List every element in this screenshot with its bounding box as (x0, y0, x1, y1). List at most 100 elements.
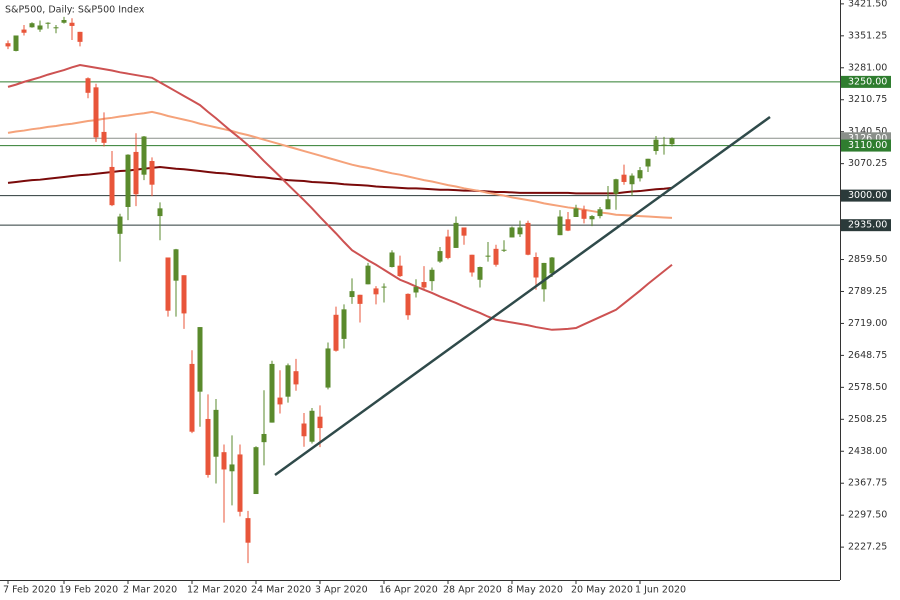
candle-body (261, 433, 267, 443)
y-tick-label: 2297.50 (848, 510, 887, 521)
x-tick-label: 20 May 2020 (571, 585, 633, 596)
candle-body (229, 464, 235, 472)
candle-body (517, 227, 523, 235)
level-label-bg (841, 139, 891, 152)
level-label: 3250.00 (848, 76, 887, 87)
candle-body (413, 287, 419, 293)
candle-body (61, 20, 67, 23)
candle-body (53, 27, 59, 29)
candle-body (101, 131, 107, 143)
candle-body (573, 208, 579, 217)
candle-body (37, 25, 43, 30)
x-tick-label: 7 Feb 2020 (3, 585, 56, 596)
y-tick-label: 2438.00 (848, 446, 887, 457)
candle-body (549, 257, 555, 274)
candle-body (237, 454, 243, 512)
x-tick-label: 12 Mar 2020 (187, 585, 247, 596)
y-tick-label: 2859.50 (848, 254, 887, 265)
y-tick-label: 2578.50 (848, 382, 887, 393)
candle-body (333, 314, 339, 351)
candle-body (181, 275, 187, 314)
candle-body (317, 416, 323, 429)
candle-body (13, 35, 19, 51)
x-tick-label: 28 Apr 2020 (443, 585, 502, 596)
candle-body (533, 257, 539, 278)
x-tick-label: 1 Jun 2020 (635, 585, 686, 596)
candle-body (189, 363, 195, 432)
y-tick-label: 3351.25 (848, 30, 887, 41)
candle-body (85, 78, 91, 93)
candle-body (45, 22, 51, 24)
candle-body (421, 282, 427, 288)
y-tick-label: 3070.25 (848, 158, 887, 169)
candle-body (77, 31, 83, 42)
candle-body (653, 139, 659, 152)
y-tick-label: 3140.50 (848, 126, 887, 137)
chart-title: S&P500, Daily: S&P500 Index (5, 5, 145, 16)
candle-body (365, 265, 371, 285)
candle-body (661, 144, 667, 146)
x-tick-label: 16 Apr 2020 (379, 585, 438, 596)
candle-body (141, 136, 147, 175)
candle-body (373, 288, 379, 295)
y-tick-label: 2789.25 (848, 286, 887, 297)
candle-body (245, 518, 251, 543)
x-tick-label: 24 Mar 2020 (251, 585, 311, 596)
candle-body (269, 363, 275, 423)
candle-body (501, 249, 507, 251)
candle-body (469, 254, 475, 273)
candle-body (397, 265, 403, 277)
y-tick-label: 2367.75 (848, 478, 887, 489)
candle-body (29, 23, 35, 28)
candle-body (565, 219, 571, 231)
candle-body (125, 154, 131, 207)
y-tick-label: 2227.25 (848, 542, 887, 553)
candle-body (253, 447, 259, 495)
candle-body (589, 216, 595, 220)
candle-body (109, 166, 115, 206)
moving-average (7, 165, 673, 195)
level-label: 3000.00 (848, 190, 887, 201)
candle-body (301, 423, 307, 437)
candle-body (389, 252, 395, 268)
y-tick-label: 2719.00 (848, 318, 887, 329)
candle-body (453, 222, 459, 248)
candle-body (357, 294, 363, 304)
candle-body (325, 348, 331, 388)
level-label-bg (841, 189, 891, 202)
candle-body (149, 161, 155, 185)
candle-body (461, 227, 467, 236)
y-tick-label: 3210.75 (848, 94, 887, 105)
candle-body (645, 158, 651, 167)
candle-body (445, 236, 451, 258)
candle-body (21, 29, 27, 33)
candle-body (381, 286, 387, 288)
candle-body (341, 309, 347, 339)
candle-body (557, 216, 563, 236)
level-label-bg (841, 219, 891, 232)
candle-body (581, 209, 587, 219)
y-tick-label: 3421.50 (848, 0, 887, 9)
candle-body (117, 216, 123, 234)
candle-body (69, 22, 75, 26)
candle-body (629, 175, 635, 185)
candle-body (613, 179, 619, 194)
candle-body (437, 251, 443, 262)
candle-body (477, 267, 483, 280)
candle-body (509, 227, 515, 238)
candle-body (221, 452, 227, 470)
level-label: 3110.00 (848, 140, 887, 151)
moving-average (7, 110, 673, 219)
candle-body (133, 151, 139, 195)
candle-body (525, 222, 531, 255)
candle-body (277, 397, 283, 405)
level-label: 3126.00 (848, 133, 887, 144)
candle-body (293, 371, 299, 385)
candle-body (285, 365, 291, 397)
moving-average (7, 64, 673, 331)
x-tick-label: 8 May 2020 (507, 585, 563, 596)
candle-body (5, 43, 11, 47)
candle-body (485, 255, 491, 257)
candle-body (93, 87, 99, 138)
